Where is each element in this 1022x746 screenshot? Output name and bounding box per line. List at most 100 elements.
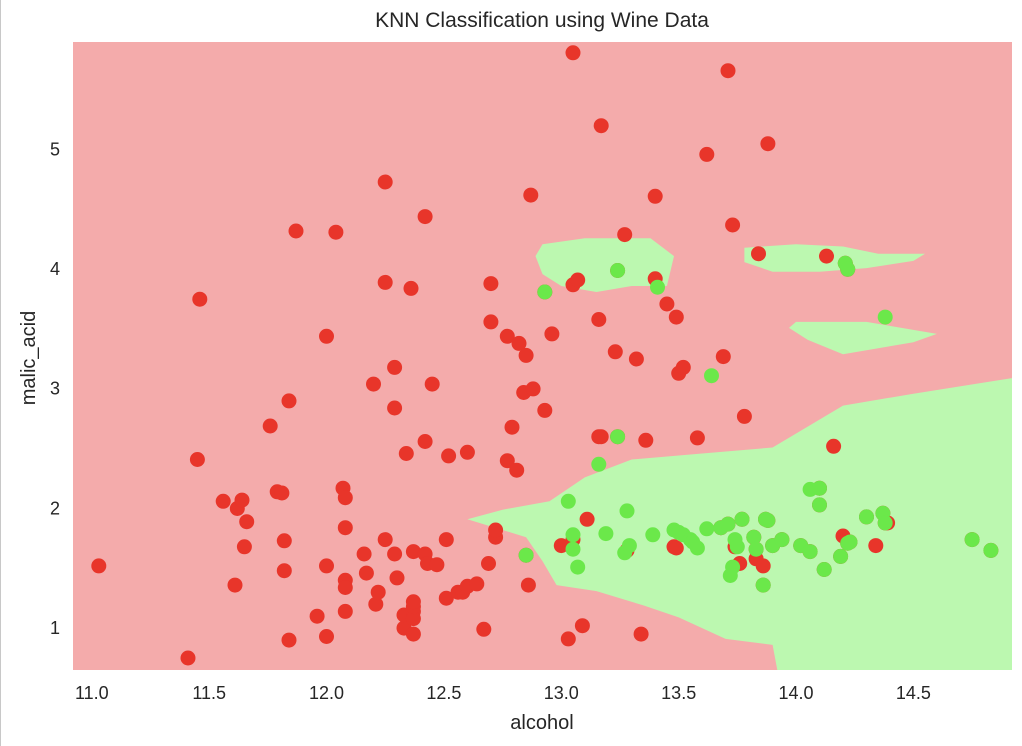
class-a-point-15 <box>281 632 297 648</box>
class-a-point-19 <box>319 629 334 644</box>
class-b-point-38 <box>802 544 818 560</box>
class-a-point-40 <box>389 570 405 586</box>
class-b-point-51 <box>877 309 893 325</box>
class-a-point-65 <box>476 621 492 637</box>
class-a-point-56 <box>429 557 445 573</box>
y-tick-label: 5 <box>50 140 60 160</box>
class-a-point-31 <box>366 376 381 392</box>
class-a-point-48 <box>405 594 421 610</box>
class-a-point-32 <box>368 596 384 612</box>
class-a-point-136 <box>819 248 834 264</box>
class-a-point-80 <box>523 187 539 203</box>
class-a-point-115 <box>715 349 731 365</box>
class-a-point-16 <box>281 393 297 409</box>
class-b-point-12 <box>621 538 637 554</box>
class-a-point-145 <box>868 538 884 554</box>
class-a-point-95 <box>593 118 609 134</box>
class-a-point-97 <box>607 344 623 360</box>
class-a-point-67 <box>483 276 499 292</box>
y-tick-label: 2 <box>50 498 60 518</box>
class-a-point-13 <box>276 533 292 549</box>
class-a-point-12 <box>274 485 290 501</box>
class-b-point-42 <box>812 497 827 513</box>
class-a-point-50 <box>405 544 421 560</box>
class-a-point-70 <box>488 522 504 538</box>
class-a-point-130 <box>760 136 776 152</box>
class-a-point-71 <box>499 328 515 344</box>
class-a-point-21 <box>319 558 334 574</box>
class-a-point-103 <box>638 432 654 448</box>
class-b-point-3 <box>565 527 581 543</box>
class-b-point-13 <box>645 527 661 543</box>
class-b-point-26 <box>725 559 741 575</box>
class-a-point-17 <box>288 223 304 239</box>
class-a-point-1 <box>180 650 196 666</box>
y-tick-label: 4 <box>50 259 60 279</box>
window-edge <box>0 0 1 746</box>
class-a-point-96 <box>593 429 609 445</box>
class-b-point-45 <box>840 261 856 277</box>
class-a-point-127 <box>755 558 771 574</box>
class-b-point-41 <box>816 562 832 577</box>
y-tick-label: 1 <box>50 618 60 638</box>
class-a-point-49 <box>405 626 421 642</box>
class-a-point-79 <box>520 577 536 593</box>
class-b-region-3 <box>789 321 937 355</box>
class-b-point-30 <box>746 529 762 545</box>
x-tick-label: 14.0 <box>778 683 813 703</box>
class-a-point-4 <box>215 493 231 509</box>
class-a-point-108 <box>668 309 684 325</box>
class-a-point-33 <box>370 584 386 600</box>
class-a-point-28 <box>328 224 344 240</box>
class-b-point-14 <box>650 279 665 295</box>
class-a-point-86 <box>560 631 576 647</box>
x-tick-label: 11.5 <box>192 683 226 703</box>
x-tick-label: 13.0 <box>544 683 579 703</box>
class-b-point-31 <box>748 541 764 557</box>
class-a-point-64 <box>469 576 485 592</box>
x-tick-label: 12.5 <box>426 683 461 703</box>
class-a-point-9 <box>239 514 255 530</box>
class-a-point-111 <box>675 359 691 375</box>
class-a-point-73 <box>504 419 520 435</box>
class-a-point-106 <box>659 296 675 312</box>
x-tick-label: 14.5 <box>896 683 931 703</box>
class-a-point-87 <box>565 45 581 61</box>
class-b-point-29 <box>734 511 750 527</box>
class-a-point-112 <box>689 430 705 446</box>
class-a-point-7 <box>234 492 250 508</box>
y-tick-label: 3 <box>50 379 60 399</box>
class-a-point-39 <box>387 400 403 416</box>
class-b-point-0 <box>518 547 534 563</box>
class-a-point-93 <box>591 312 607 327</box>
class-a-point-77 <box>518 347 534 363</box>
x-tick-label: 11.0 <box>75 683 109 703</box>
class-a-point-0 <box>91 558 107 574</box>
class-a-point-101 <box>628 351 644 367</box>
class-a-point-36 <box>377 532 393 548</box>
class-b-point-9 <box>610 263 626 278</box>
class-b-point-52 <box>964 532 980 548</box>
class-a-point-72 <box>499 453 515 469</box>
x-axis-ticks: 11.0 11.5 12.0 12.5 13.0 13.5 14.0 14.5 <box>75 683 931 703</box>
class-a-point-137 <box>826 438 842 454</box>
class-a-point-34 <box>377 174 393 190</box>
class-a-point-109 <box>668 540 684 556</box>
class-b-point-6 <box>591 456 607 472</box>
class-a-point-58 <box>438 590 454 606</box>
class-a-point-75 <box>511 335 527 351</box>
class-a-point-84 <box>544 326 560 342</box>
chart-title: KNN Classification using Wine Data <box>375 9 709 32</box>
class-a-point-82 <box>537 402 553 418</box>
class-b-points <box>518 255 999 593</box>
class-a-point-59 <box>441 448 457 464</box>
class-b-point-20 <box>689 540 705 556</box>
class-b-point-21 <box>699 521 715 537</box>
class-b-point-36 <box>774 532 790 548</box>
class-b-point-47 <box>842 534 858 550</box>
class-b-point-32 <box>755 577 771 593</box>
class-a-point-37 <box>387 546 403 562</box>
class-a-point-18 <box>309 608 325 624</box>
class-a-point-27 <box>337 603 353 619</box>
